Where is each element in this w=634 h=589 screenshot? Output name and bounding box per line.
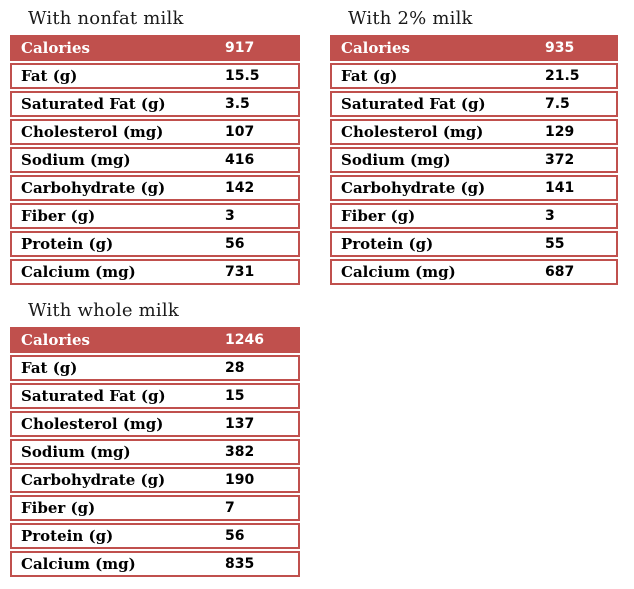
- nutrient-label: Calcium (mg): [341, 263, 456, 281]
- nutrient-label: Fiber (g): [21, 207, 96, 225]
- header-value: 917: [225, 40, 255, 56]
- nutrient-value: 7.5: [545, 96, 570, 112]
- table-title: With nonfat milk: [28, 8, 184, 29]
- nutrient-label: Fat (g): [21, 359, 78, 377]
- table-header-row: Calories 935: [330, 35, 618, 61]
- nutrient-value: 107: [225, 124, 255, 140]
- table-row: Carbohydrate (g) 141: [330, 175, 618, 201]
- nutrient-label: Cholesterol (mg): [21, 123, 164, 141]
- nutrient-value: 687: [545, 264, 575, 280]
- nutrition-table-whole-milk: With whole milk Calories 1246 Fat (g) 28…: [10, 299, 300, 577]
- table-row: Cholesterol (mg) 137: [10, 411, 300, 437]
- table-row: Calcium (mg) 731: [10, 259, 300, 285]
- nutrient-label: Fat (g): [21, 67, 78, 85]
- nutrient-label: Fiber (g): [21, 499, 96, 517]
- nutrient-value: 835: [225, 556, 255, 572]
- nutrient-label: Protein (g): [341, 235, 434, 253]
- nutrient-value: 141: [545, 180, 575, 196]
- table-row: Fiber (g) 3: [10, 203, 300, 229]
- table-row: Fiber (g) 7: [10, 495, 300, 521]
- nutrient-value: 3: [545, 208, 555, 224]
- table-row: Sodium (mg) 382: [10, 439, 300, 465]
- table-row: Fat (g) 21.5: [330, 63, 618, 89]
- nutrient-value: 15: [225, 388, 245, 404]
- table-row: Saturated Fat (g) 3.5: [10, 91, 300, 117]
- table-row: Calcium (mg) 835: [10, 551, 300, 577]
- header-value: 1246: [225, 332, 264, 348]
- nutrition-table: Calories 1246 Fat (g) 28 Saturated Fat (…: [10, 327, 300, 577]
- table-row: Protein (g) 56: [10, 231, 300, 257]
- nutrient-label: Fiber (g): [341, 207, 416, 225]
- nutrient-label: Fat (g): [341, 67, 398, 85]
- nutrient-value: 56: [225, 528, 245, 544]
- nutrient-value: 7: [225, 500, 235, 516]
- nutrient-value: 28: [225, 360, 245, 376]
- table-row: Saturated Fat (g) 7.5: [330, 91, 618, 117]
- table-row: Cholesterol (mg) 107: [10, 119, 300, 145]
- nutrient-value: 190: [225, 472, 255, 488]
- nutrient-value: 3: [225, 208, 235, 224]
- nutrition-table-2pct-milk: With 2% milk Calories 935 Fat (g) 21.5 S…: [330, 7, 618, 285]
- nutrient-label: Carbohydrate (g): [341, 179, 486, 197]
- table-header-row: Calories 1246: [10, 327, 300, 353]
- table-row: Fat (g) 15.5: [10, 63, 300, 89]
- nutrition-table: Calories 935 Fat (g) 21.5 Saturated Fat …: [330, 35, 618, 285]
- table-row: Sodium (mg) 372: [330, 147, 618, 173]
- table-row: Carbohydrate (g) 142: [10, 175, 300, 201]
- nutrient-value: 372: [545, 152, 575, 168]
- nutrient-label: Sodium (mg): [341, 151, 451, 169]
- table-row: Saturated Fat (g) 15: [10, 383, 300, 409]
- nutrition-table: Calories 917 Fat (g) 15.5 Saturated Fat …: [10, 35, 300, 285]
- nutrient-value: 382: [225, 444, 255, 460]
- nutrient-label: Carbohydrate (g): [21, 179, 166, 197]
- table-row: Fat (g) 28: [10, 355, 300, 381]
- nutrition-table-nonfat-milk: With nonfat milk Calories 917 Fat (g) 15…: [10, 7, 300, 285]
- table-row: Fiber (g) 3: [330, 203, 618, 229]
- nutrient-value: 416: [225, 152, 255, 168]
- table-header-row: Calories 917: [10, 35, 300, 61]
- table-row: Calcium (mg) 687: [330, 259, 618, 285]
- nutrient-label: Sodium (mg): [21, 443, 131, 461]
- header-label: Calories: [341, 39, 410, 57]
- nutrient-value: 56: [225, 236, 245, 252]
- header-label: Calories: [21, 39, 90, 57]
- nutrient-value: 731: [225, 264, 255, 280]
- table-title: With whole milk: [28, 300, 179, 321]
- table-row: Carbohydrate (g) 190: [10, 467, 300, 493]
- table-row: Sodium (mg) 416: [10, 147, 300, 173]
- nutrient-value: 3.5: [225, 96, 250, 112]
- header-label: Calories: [21, 331, 90, 349]
- nutrient-label: Cholesterol (mg): [341, 123, 484, 141]
- nutrient-value: 142: [225, 180, 255, 196]
- nutrient-value: 55: [545, 236, 565, 252]
- nutrient-label: Saturated Fat (g): [341, 95, 486, 113]
- nutrient-label: Cholesterol (mg): [21, 415, 164, 433]
- nutrient-value: 15.5: [225, 68, 260, 84]
- table-row: Protein (g) 55: [330, 231, 618, 257]
- nutrient-label: Calcium (mg): [21, 555, 136, 573]
- nutrient-label: Protein (g): [21, 235, 114, 253]
- nutrient-label: Calcium (mg): [21, 263, 136, 281]
- nutrient-value: 137: [225, 416, 255, 432]
- table-row: Protein (g) 56: [10, 523, 300, 549]
- nutrient-label: Carbohydrate (g): [21, 471, 166, 489]
- header-value: 935: [545, 40, 575, 56]
- nutrient-label: Sodium (mg): [21, 151, 131, 169]
- nutrient-label: Saturated Fat (g): [21, 95, 166, 113]
- nutrient-label: Saturated Fat (g): [21, 387, 166, 405]
- nutrient-value: 129: [545, 124, 575, 140]
- table-title: With 2% milk: [348, 8, 473, 29]
- nutrient-label: Protein (g): [21, 527, 114, 545]
- nutrient-value: 21.5: [545, 68, 580, 84]
- table-row: Cholesterol (mg) 129: [330, 119, 618, 145]
